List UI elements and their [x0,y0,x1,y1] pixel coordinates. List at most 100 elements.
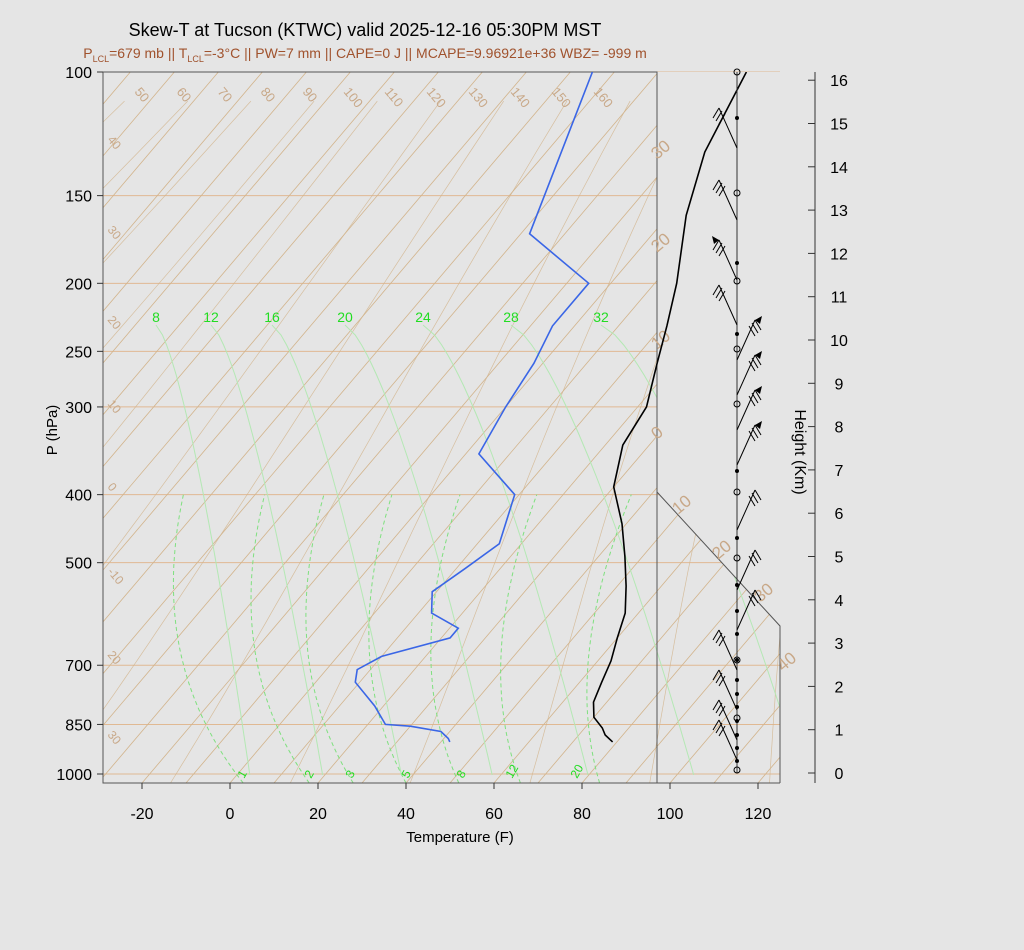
isotherm-line [103,72,395,416]
wind-barbs [712,68,762,774]
t-lcl-sub: LCL [187,53,204,64]
wind-barb-feather [715,182,723,194]
wind-barb-pennant [755,421,762,429]
height-tick-label: 11 [831,290,848,307]
isotherm-line [103,72,703,778]
isotherm-line [103,72,263,261]
wind-barb-feather [715,110,723,122]
wind-barb-feather [754,389,762,401]
wind-barb-pennant [755,316,762,324]
mixing-ratio-bottom-label: 12 [502,762,521,781]
wind-barb-pennant [755,386,762,394]
wind-barb-feather [715,672,723,684]
pressure-tick-label: 150 [65,189,92,206]
moist-adiabat [422,324,589,776]
mixing-ratio-line [250,494,310,783]
p-lcl-sub: LCL [92,53,110,64]
barb-calm-circle [733,189,741,197]
dry-adiabat [409,100,694,783]
wind-barb [736,389,756,431]
wind-barb-feather [748,395,756,407]
temperature-tick-label: -20 [130,806,153,823]
wind-barb-feather [712,179,720,191]
wind-barb [718,719,738,761]
wind-barb-feather [715,722,723,734]
wind-barb-feather [718,675,726,687]
height-tick-label: 15 [830,117,848,134]
pressure-tick-label: 200 [65,276,92,293]
wind-barb-feather [751,492,759,504]
mixing-ratio-bottom-label: 20 [567,762,586,781]
barb-dot [735,536,739,540]
mixing-ratio-top-label: 12 [203,309,219,325]
height-tick-label: 12 [830,246,848,263]
barb-dot [735,609,739,613]
wind-barb-feather [751,392,759,404]
isotherm-line [103,72,659,726]
barb-dot [735,261,739,265]
mixing-ratio-top-label: 8 [152,309,160,325]
wind-barb [718,669,738,711]
wind-barb [736,354,756,396]
wind-barb-feather [718,245,726,257]
dry-adiabat [769,631,780,783]
temperature-tick-label: 60 [485,806,503,823]
pressure-tick-label: 700 [65,658,92,675]
wind-barb-feather [754,549,762,561]
height-tick-label: 6 [835,506,844,523]
wind-barb-feather [712,629,720,641]
height-tick-label: 10 [830,333,848,350]
mixing-ratio-line [500,494,538,783]
wind-barb-feather [718,705,726,717]
wind-barb-feather [712,239,720,251]
plot-mask-right [657,72,1024,950]
dry-adiabat [103,100,378,448]
y-axis-label: P (hPa) [44,405,61,456]
height-tick-label: 9 [835,376,844,393]
barb-calm-circle [733,345,741,353]
wind-barb-feather [754,589,762,601]
mixing-ratio-line [305,494,354,783]
p-lcl-label: P [83,45,93,61]
height-axis-label: Height (Km) [791,409,808,494]
mixing-ratio-top-label: 28 [503,309,519,325]
barb-dot [735,678,739,682]
height-tick-label: 2 [835,679,844,696]
barb-calm-circle [733,400,741,408]
wind-barb-feather [751,592,759,604]
mixing-ratio-line [586,494,632,783]
wind-barb [718,179,738,221]
temperature-tick-label: 100 [657,806,684,823]
p-lcl-value: =679 mb || [109,45,176,61]
dry-adiabat [529,100,757,783]
height-tick-label: 16 [830,73,848,90]
isotherm-line [103,72,351,364]
wind-barb [736,424,756,466]
height-tick-label: 5 [835,550,844,567]
mixing-ratio-line [172,494,244,783]
wind-barb-feather [712,669,720,681]
temperature-tick-label: 40 [397,806,415,823]
isotherm-line [103,72,483,519]
wind-barb-feather [748,495,756,507]
barb-dot [735,746,739,750]
dry-adiabat [170,100,568,783]
pressure-tick-label: 250 [65,344,92,361]
wind-barb [718,629,738,671]
isotherm-line [103,72,219,209]
wind-barb-feather [751,552,759,564]
height-tick-label: 7 [835,463,844,480]
profile-lines [354,72,748,743]
wind-barb-feather [718,185,726,197]
chart-subtitle: PLCL=679 mb || TLCL=-3°C || PW=7 mm || C… [0,45,730,64]
pressure-tick-label: 500 [65,556,92,573]
pressure-tick-label: 300 [65,400,92,417]
barb-calm-circle [733,68,741,76]
dry-adiabat [103,100,441,567]
isotherm-line [103,72,571,623]
wind-barb-feather [751,322,759,334]
barb-dot [735,116,739,120]
moist-adiabat [155,324,251,776]
barb-dot [735,692,739,696]
